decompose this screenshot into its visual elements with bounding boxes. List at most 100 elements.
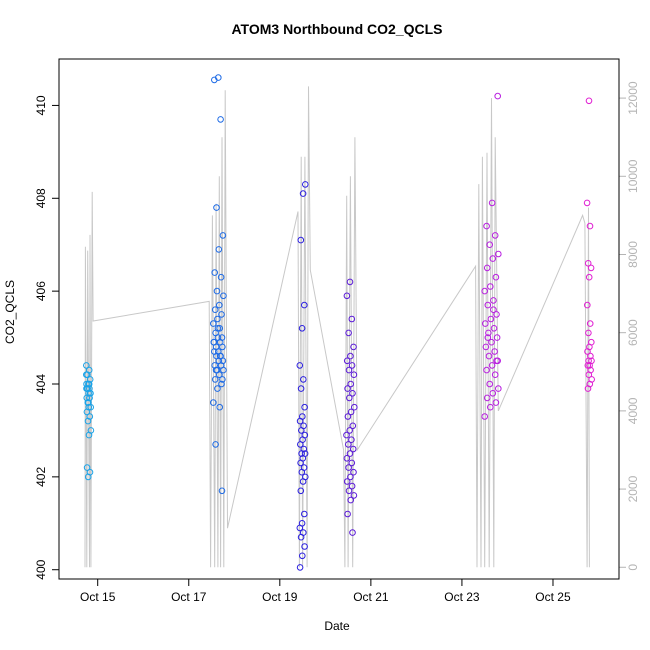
data-point <box>216 371 223 379</box>
data-point <box>219 343 226 351</box>
data-point <box>84 473 92 481</box>
data-point <box>348 482 356 490</box>
data-point <box>585 97 593 105</box>
data-point <box>297 236 305 244</box>
data-point <box>215 246 223 253</box>
y-tick-label: 402 <box>34 467 48 487</box>
y2-tick-label: 10000 <box>626 159 640 193</box>
data-point <box>488 199 496 207</box>
data-point <box>491 371 499 379</box>
data-point <box>491 232 499 239</box>
data-point <box>483 222 490 230</box>
data-point <box>216 325 223 332</box>
data-point <box>296 564 304 571</box>
data-point <box>485 329 492 337</box>
data-point <box>85 399 92 406</box>
data-point <box>585 273 593 281</box>
data-point <box>345 487 353 495</box>
y-axis-label: CO2_QCLS <box>3 280 17 344</box>
data-point <box>211 76 218 84</box>
y-tick-label: 406 <box>34 281 48 301</box>
data-point <box>486 241 494 248</box>
data-point <box>483 394 491 402</box>
data-point <box>487 403 494 411</box>
data-point <box>216 403 223 411</box>
data-point <box>297 385 305 392</box>
y2-tick-label: 0 <box>626 564 640 571</box>
data-point <box>586 222 594 230</box>
data-point <box>346 278 354 286</box>
data-point <box>495 385 502 392</box>
data-point <box>343 431 350 439</box>
data-point <box>346 450 354 457</box>
data-point <box>348 362 356 369</box>
data-point <box>490 306 497 314</box>
data-point <box>584 362 592 369</box>
data-point <box>347 380 355 388</box>
data-point <box>218 487 226 495</box>
y-tick-label: 408 <box>34 188 48 208</box>
data-point <box>299 552 306 560</box>
data-point <box>296 524 304 532</box>
data-point <box>214 325 222 332</box>
data-point <box>489 390 497 397</box>
data-point <box>216 301 223 309</box>
data-point <box>297 487 305 495</box>
data-point <box>83 408 91 416</box>
data-point <box>345 366 353 374</box>
data-point <box>486 380 494 388</box>
data-point <box>347 473 354 481</box>
data-point <box>220 292 227 300</box>
data-point <box>584 385 592 392</box>
data-point <box>297 533 305 541</box>
data-point <box>210 338 218 346</box>
data-point <box>86 390 94 397</box>
data-point <box>344 510 351 518</box>
data-point <box>301 543 308 550</box>
data-point <box>586 362 593 369</box>
data-point <box>349 422 357 430</box>
data-point <box>482 343 490 351</box>
data-point <box>343 357 351 365</box>
data-point <box>484 334 492 341</box>
y2-tick-label: 8000 <box>626 241 640 268</box>
data-point <box>586 320 594 327</box>
data-point <box>481 287 489 295</box>
data-point <box>495 250 502 258</box>
data-point <box>212 441 219 448</box>
data-point <box>216 352 224 360</box>
data-point <box>211 269 218 276</box>
data-point <box>349 390 356 397</box>
data-point <box>211 306 219 314</box>
plot-box <box>58 58 620 580</box>
data-point <box>481 413 489 420</box>
data-point <box>213 287 221 295</box>
data-point <box>220 366 227 374</box>
data-point <box>343 292 351 300</box>
y2-tick-label: 2000 <box>626 475 640 502</box>
data-point <box>211 376 219 383</box>
data-point <box>86 385 93 392</box>
y-tick-label: 410 <box>34 95 48 115</box>
data-point <box>83 385 90 392</box>
data-point <box>297 441 304 448</box>
x-tick-label: Oct 17 <box>171 590 207 604</box>
data-point <box>83 362 90 369</box>
data-point <box>348 315 356 323</box>
data-point <box>83 371 90 379</box>
x-axis-label: Date <box>324 619 350 633</box>
data-point <box>484 301 492 309</box>
data-point <box>491 348 498 355</box>
data-point <box>296 362 304 369</box>
data-point <box>210 320 217 327</box>
data-point <box>584 301 591 309</box>
data-point <box>348 436 355 444</box>
axes-layer: 400 402 404 406 408 410 Oct 15 Oct 17 Oct 19 Oct … <box>34 58 640 604</box>
data-point <box>492 273 500 281</box>
data-point <box>217 273 225 281</box>
data-point <box>493 334 501 341</box>
data-point <box>298 468 306 476</box>
x-tick-label: Oct 19 <box>262 590 298 604</box>
data-point <box>483 264 491 272</box>
